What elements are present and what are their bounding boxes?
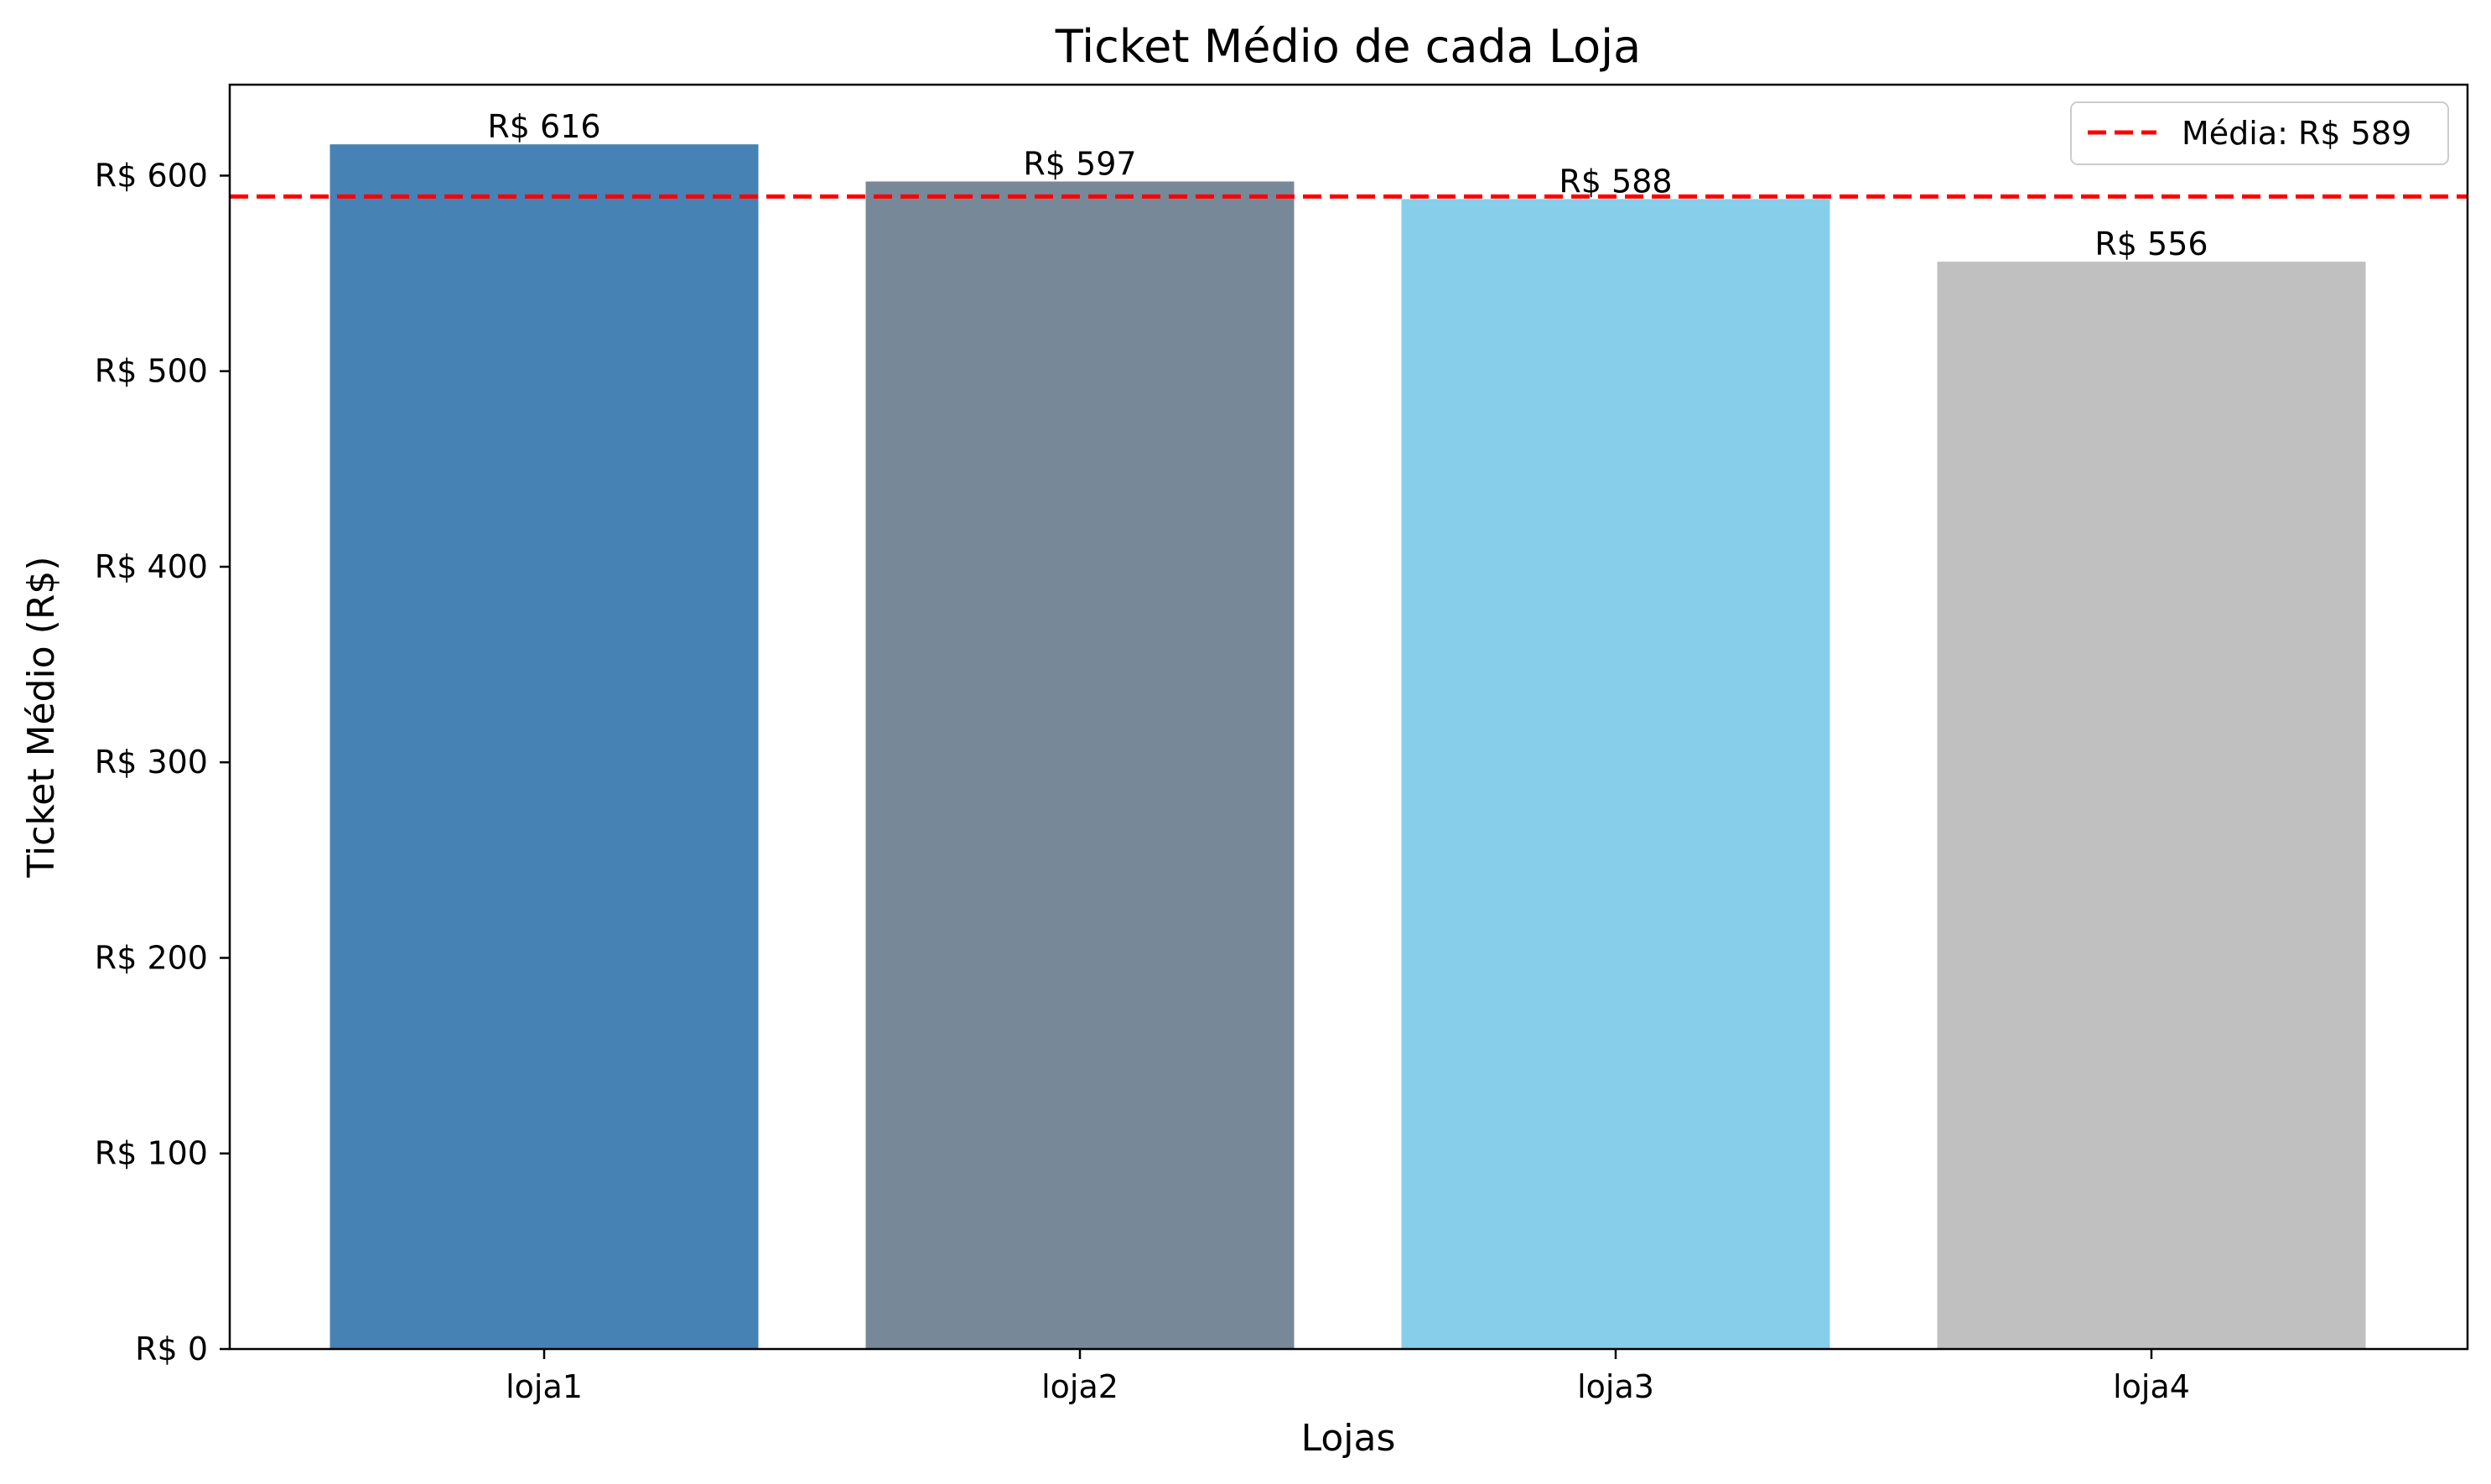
- bar-value-label-loja1: R$ 616: [487, 108, 600, 145]
- x-axis: loja1 loja2 loja3 loja4: [506, 1349, 2190, 1405]
- x-tick-label-loja4: loja4: [2113, 1368, 2190, 1405]
- y-axis-label: Ticket Médio (R$): [20, 556, 63, 878]
- y-tick-label: R$ 300: [95, 744, 208, 781]
- y-tick-label: R$ 500: [95, 353, 208, 390]
- legend-box: [2070, 101, 2449, 165]
- plot-frame: [228, 83, 2469, 1351]
- x-tick-label-loja3: loja3: [1577, 1368, 1654, 1405]
- bar-value-label-loja3: R$ 588: [1559, 163, 1672, 200]
- bar-value-label-loja4: R$ 556: [2094, 226, 2208, 262]
- legend-entry-label: Média: R$ 589: [2182, 115, 2411, 152]
- bars-group: [330, 144, 2366, 1350]
- y-tick-label: R$ 600: [95, 157, 208, 194]
- x-axis-label: Lojas: [1301, 1417, 1396, 1460]
- y-tick-label: R$ 100: [95, 1135, 208, 1172]
- y-tick-label: R$ 0: [135, 1331, 208, 1367]
- legend: Média: R$ 589: [2070, 101, 2449, 165]
- bar-loja3: [1401, 199, 1830, 1350]
- y-tick-label: R$ 400: [95, 548, 208, 585]
- bar-loja2: [865, 181, 1295, 1350]
- x-tick-label-loja2: loja2: [1041, 1368, 1118, 1405]
- y-axis: R$ 0 R$ 100 R$ 200 R$ 300 R$ 400 R$ 500 R$ 600: [95, 157, 230, 1367]
- chart-title: Ticket Médio de cada Loja: [1055, 20, 1641, 73]
- bar-loja1: [330, 144, 759, 1350]
- bar-labels-group: R$ 616 R$ 597 R$ 588 R$ 556: [487, 108, 2208, 262]
- y-tick-label: R$ 200: [95, 939, 208, 976]
- x-tick-label-loja1: loja1: [506, 1368, 583, 1405]
- bar-loja4: [1937, 262, 2366, 1349]
- bar-value-label-loja2: R$ 597: [1023, 145, 1136, 182]
